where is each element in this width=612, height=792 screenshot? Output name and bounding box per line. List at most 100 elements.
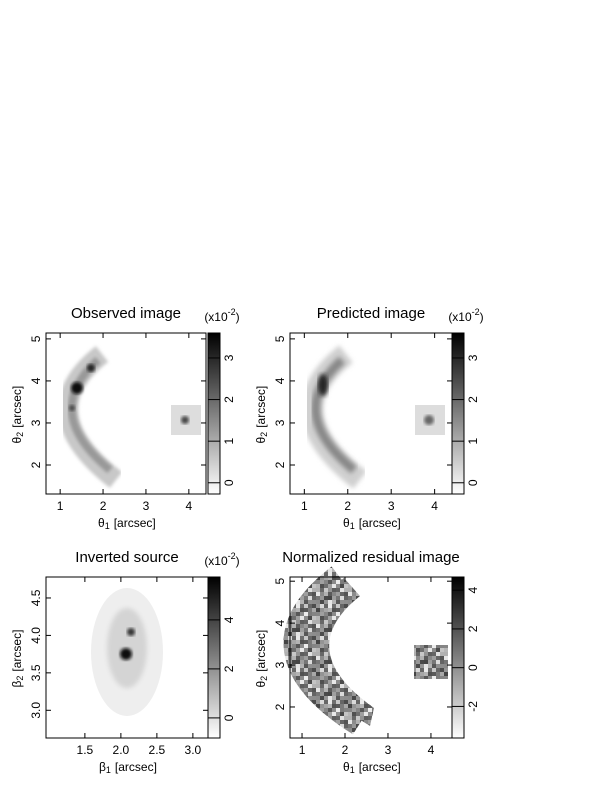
x-tick-label: 4	[428, 743, 435, 757]
label-symbol: θ	[343, 760, 350, 774]
x-tick-label: 2	[342, 743, 349, 757]
panel-title: Predicted image	[317, 305, 425, 322]
y-tick-label: 2	[273, 703, 287, 710]
scale-base: (x10	[204, 554, 228, 568]
y-tick-label: 4	[273, 619, 287, 626]
label-symbol: β	[10, 681, 24, 688]
colorbar-tick-label: 2	[466, 396, 480, 403]
label-subscript: 2	[259, 676, 269, 681]
y-tick-label: 4	[273, 377, 287, 384]
x-tick-label: 1	[299, 743, 306, 757]
label-unit: [arcsec]	[10, 630, 24, 672]
colorbar-tick-label: 2	[466, 625, 480, 632]
colorbar-tick-label: 0	[222, 479, 236, 486]
label-unit: [arcsec]	[359, 760, 401, 774]
scale-exp: -2	[228, 551, 236, 561]
x-tick-label: 4	[431, 499, 438, 513]
axis-label: θ1 [arcsec]	[98, 516, 156, 531]
x-tick-label: 2.5	[149, 743, 166, 757]
label-unit: [arcsec]	[359, 516, 401, 530]
colorbar-tick-label: 1	[222, 438, 236, 445]
axes-frame	[45, 332, 207, 495]
y-tick-label: 3.0	[29, 702, 43, 719]
panel-title: Inverted source	[75, 549, 178, 566]
label-unit: [arcsec]	[115, 760, 157, 774]
observed-image	[58, 346, 201, 488]
x-tick-label: 2	[344, 499, 351, 513]
x-tick-label: 2	[100, 499, 107, 513]
colorbar-tick-label: 2	[222, 665, 236, 672]
scale-close: )	[236, 310, 240, 324]
label-subscript: 2	[15, 676, 25, 681]
label-unit: [arcsec]	[10, 386, 24, 428]
colorbar-tick-label: 4	[222, 616, 236, 623]
x-tick-label: 1	[57, 499, 64, 513]
colorbar-scale: (x10-2)	[204, 551, 239, 568]
colorbar-tick-label: 4	[466, 587, 480, 594]
colorbar	[207, 332, 221, 495]
label-symbol: θ	[10, 437, 24, 444]
label-subscript: 1	[350, 521, 355, 531]
label-symbol: θ	[343, 516, 350, 530]
scale-exp: -2	[472, 307, 480, 317]
x-tick-label: 1	[301, 499, 308, 513]
axis-label: β1 [arcsec]	[99, 760, 157, 775]
axis-label: θ2 [arcsec]	[254, 386, 269, 444]
colorbar-tick-label: -2	[466, 701, 480, 712]
predicted-image	[301, 345, 445, 489]
source-image	[91, 588, 163, 716]
colorbar-tick-label: 3	[466, 354, 480, 361]
colorbar-tick-label: 0	[222, 714, 236, 721]
y-tick-label: 5	[273, 578, 287, 585]
colorbar	[451, 332, 465, 495]
x-tick-label: 1.5	[77, 743, 94, 757]
scale-close: )	[236, 554, 240, 568]
label-unit: [arcsec]	[254, 630, 268, 672]
axis-label: θ1 [arcsec]	[343, 760, 401, 775]
scale-close: )	[480, 310, 484, 324]
label-unit: [arcsec]	[254, 386, 268, 428]
x-tick-label: 3	[385, 743, 392, 757]
label-symbol: θ	[254, 681, 268, 688]
y-tick-label: 4	[29, 377, 43, 384]
y-tick-label: 2	[273, 461, 287, 468]
y-tick-label: 3	[273, 661, 287, 668]
axis-label: θ2 [arcsec]	[254, 630, 269, 688]
label-symbol: β	[99, 760, 106, 774]
y-tick-label: 3	[273, 419, 287, 426]
y-tick-label: 2	[29, 461, 43, 468]
colorbar-tick-label: 0	[466, 479, 480, 486]
colorbar-scale: (x10-2)	[448, 307, 483, 324]
label-subscript: 1	[350, 765, 355, 775]
y-tick-label: 3	[29, 419, 43, 426]
x-tick-label: 3	[388, 499, 395, 513]
axis-label: β2 [arcsec]	[10, 630, 25, 688]
y-tick-label: 4.5	[29, 589, 43, 606]
residual-image	[283, 566, 448, 735]
x-tick-label: 4	[185, 499, 192, 513]
colorbar-tick-label: 1	[466, 438, 480, 445]
colorbar-tick-label: 0	[466, 664, 480, 671]
colorbar-scale: (x10-2)	[204, 307, 239, 324]
x-tick-label: 2.0	[113, 743, 130, 757]
label-unit: [arcsec]	[114, 516, 156, 530]
y-tick-label: 5	[273, 335, 287, 342]
y-tick-label: 4.0	[29, 627, 43, 644]
colorbar-tick-label: 2	[222, 396, 236, 403]
y-tick-label: 5	[29, 335, 43, 342]
scale-base: (x10	[448, 310, 472, 324]
x-tick-label: 3	[143, 499, 150, 513]
y-tick-label: 3.5	[29, 664, 43, 681]
label-subscript: 1	[106, 765, 111, 775]
panel-title: Observed image	[71, 305, 181, 322]
label-symbol: θ	[98, 516, 105, 530]
label-symbol: θ	[254, 437, 268, 444]
panel-title: Normalized residual image	[282, 549, 460, 566]
scale-base: (x10	[204, 310, 228, 324]
colorbar	[207, 576, 221, 739]
label-subscript: 2	[259, 432, 269, 437]
x-tick-label: 3.0	[185, 743, 202, 757]
label-subscript: 2	[15, 432, 25, 437]
axis-label: θ1 [arcsec]	[343, 516, 401, 531]
